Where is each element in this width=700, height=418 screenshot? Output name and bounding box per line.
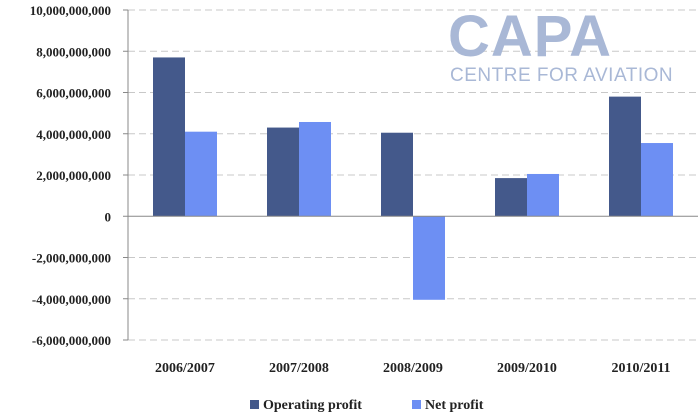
axes: [123, 9, 698, 341]
legend-swatch: [250, 400, 259, 409]
y-tick-label: 2,000,000,000: [36, 168, 111, 183]
y-tick-label: 4,000,000,000: [36, 127, 111, 142]
bar-net-profit: [641, 143, 673, 217]
y-tick-label: 0: [105, 209, 112, 224]
bar-net-profit: [299, 121, 331, 217]
bar-operating-profit: [381, 132, 413, 217]
bars: [153, 57, 673, 300]
bar-operating-profit: [495, 178, 527, 217]
x-tick-label: 2010/2011: [611, 361, 670, 376]
logo-sub-text: CENTRE FOR AVIATION: [450, 65, 673, 86]
capa-logo: CAPA CENTRE FOR AVIATION: [448, 4, 673, 86]
x-tick-label: 2009/2010: [497, 361, 557, 376]
legend-label: Net profit: [425, 398, 484, 413]
y-axis-tick-labels: 10,000,000,000 8,000,000,000 6,000,000,000…: [30, 3, 111, 348]
bar-net-profit: [413, 216, 445, 300]
legend-swatch: [412, 400, 421, 409]
bar-operating-profit: [609, 96, 641, 217]
x-axis-tick-labels: 2006/2007 2007/2008 2008/2009 2009/2010 2010…: [155, 361, 671, 376]
y-tick-label: 10,000,000,000: [30, 3, 111, 18]
x-tick-label: 2007/2008: [269, 361, 329, 376]
bar-net-profit: [527, 173, 559, 217]
logo-main-text: CAPA: [448, 4, 612, 69]
bar-operating-profit: [153, 57, 185, 217]
gridlines: [128, 9, 698, 341]
y-tick-label: -2,000,000,000: [32, 251, 111, 266]
x-tick-label: 2008/2009: [383, 361, 443, 376]
y-tick-label: 6,000,000,000: [36, 86, 111, 101]
bar-operating-profit: [267, 127, 299, 217]
bar-net-profit: [185, 131, 217, 217]
legend: Operating profit Net profit: [250, 398, 484, 413]
legend-label: Operating profit: [263, 398, 362, 413]
y-tick-label: -4,000,000,000: [32, 292, 111, 307]
y-tick-label: -6,000,000,000: [32, 333, 111, 348]
y-tick-label: 8,000,000,000: [36, 44, 111, 59]
x-tick-label: 2006/2007: [155, 361, 215, 376]
